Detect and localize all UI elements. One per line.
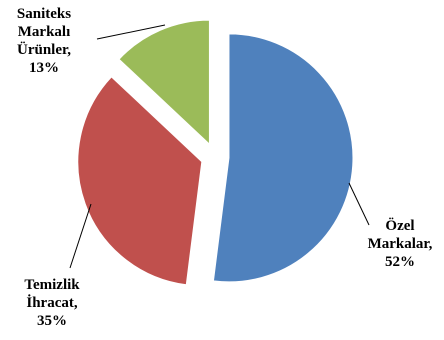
data-label-line: 13% [29,60,59,76]
data-label-line: Saniteks [17,6,71,22]
data-label-line: 52% [385,254,415,270]
data-label-line: Markalı [18,24,71,40]
data-label-line: 35% [37,313,67,329]
data-label-line: Ürünler, [17,41,71,58]
leader-line-ozel-markalar [348,182,370,226]
leader-line-saniteks-markali-urunler [96,24,166,40]
data-label-line: Temizlik [24,277,80,293]
leader-line-temizlik-ihracat [69,203,92,269]
data-label-line: Özel [385,217,414,234]
data-label-ozel-markalar: Özel Markalar, 52% [368,217,433,270]
pie-slice-temizlik-ihracat [77,76,203,286]
data-label-line: Markalar, [368,236,433,252]
pie-slice-saniteks-markali-urunler [118,19,210,146]
pie-slice-ozel-markalar [212,33,354,283]
data-label-saniteks-markali-urunler: Saniteks Markalı Ürünler, 13% [17,6,71,76]
data-label-line: İhracat, [26,294,77,311]
data-label-temizlik-ihracat: Temizlik İhracat, 35% [24,277,80,329]
